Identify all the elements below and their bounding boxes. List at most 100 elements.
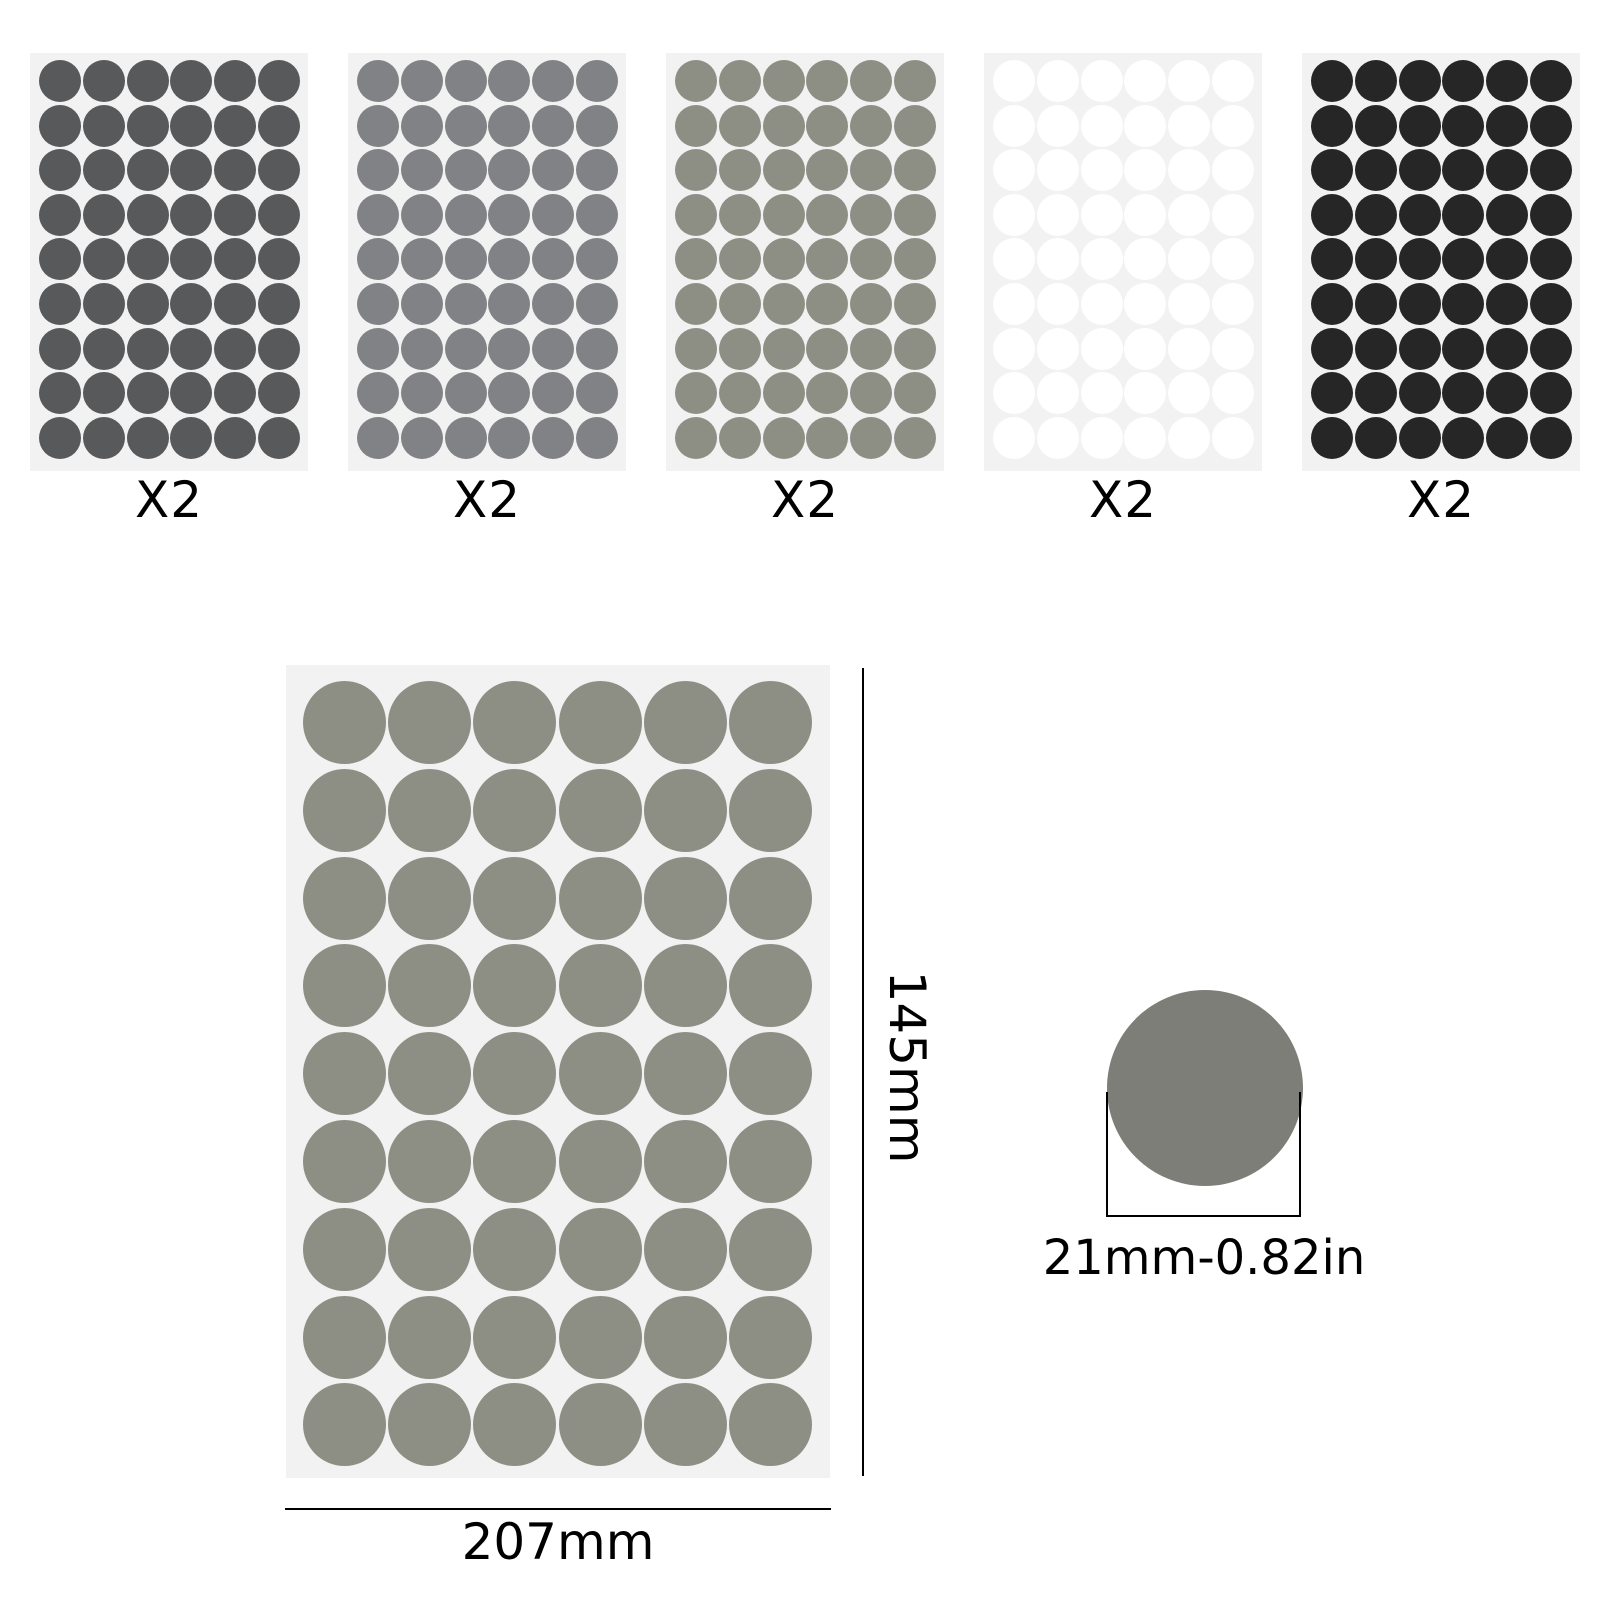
sticker-dot bbox=[894, 238, 936, 281]
sticker-dot bbox=[1530, 372, 1572, 415]
sticker-dot bbox=[1486, 104, 1529, 147]
sticker-dot bbox=[1124, 238, 1167, 281]
sticker-dot bbox=[850, 104, 893, 147]
sticker-dot bbox=[473, 1120, 557, 1203]
sticker-dot bbox=[993, 149, 1035, 192]
sticker-dot bbox=[532, 193, 575, 236]
sticker-dot bbox=[357, 149, 399, 192]
sticker-dot bbox=[643, 768, 727, 852]
sticker-dot bbox=[82, 104, 125, 147]
sticker-dot bbox=[1212, 60, 1254, 102]
sticker-dot bbox=[762, 238, 805, 281]
sticker-dot bbox=[488, 283, 531, 325]
sticker-dot bbox=[532, 104, 575, 147]
sticker-dot bbox=[762, 193, 805, 236]
sticker-dot bbox=[1442, 149, 1485, 192]
sticker-dot bbox=[1354, 193, 1397, 236]
sticker-dot bbox=[1124, 193, 1167, 236]
sticker-dot bbox=[258, 283, 300, 325]
sticker-dot bbox=[357, 372, 399, 415]
sticker-dot bbox=[488, 193, 531, 236]
sticker-dot bbox=[643, 944, 727, 1028]
sticker-dot bbox=[1442, 372, 1485, 415]
width-dimension-line bbox=[285, 1508, 831, 1510]
sticker-dot bbox=[643, 1295, 727, 1379]
sticker-dot bbox=[400, 60, 443, 102]
sticker-dot bbox=[806, 193, 849, 236]
sticker-sheet-detail bbox=[286, 665, 830, 1478]
sticker-dot bbox=[1212, 416, 1254, 459]
sticker-dot bbox=[1486, 238, 1529, 281]
sticker-dot bbox=[473, 856, 557, 940]
sticker-dot bbox=[126, 193, 169, 236]
sticker-dot bbox=[170, 327, 213, 370]
sticker-dot bbox=[82, 416, 125, 459]
sticker-dot bbox=[82, 60, 125, 102]
sticker-dot bbox=[473, 944, 557, 1028]
sticker-dot bbox=[894, 193, 936, 236]
sticker-dot bbox=[1080, 372, 1123, 415]
sticker-dot bbox=[643, 1207, 727, 1291]
sticker-dot bbox=[473, 1207, 557, 1291]
sticker-dot bbox=[993, 193, 1035, 236]
sticker-dot bbox=[558, 856, 642, 940]
sticker-dot bbox=[850, 416, 893, 459]
sticker-dot bbox=[488, 104, 531, 147]
sticker-dot bbox=[1442, 238, 1485, 281]
sticker-dot bbox=[82, 193, 125, 236]
sticker-dot bbox=[806, 283, 849, 325]
sticker-dot bbox=[39, 149, 81, 192]
sticker-dot bbox=[39, 104, 81, 147]
sticker-dot bbox=[576, 193, 618, 236]
sticker-dot bbox=[850, 372, 893, 415]
sticker-dot bbox=[39, 416, 81, 459]
sticker-dot bbox=[444, 327, 487, 370]
sticker-dot bbox=[388, 1032, 472, 1116]
sticker-dot bbox=[126, 416, 169, 459]
sticker-dot bbox=[643, 1120, 727, 1203]
sticker-dot bbox=[806, 104, 849, 147]
sticker-dot bbox=[1398, 60, 1441, 102]
sticker-dot bbox=[1212, 327, 1254, 370]
sticker-dot bbox=[1124, 104, 1167, 147]
sticker-dot bbox=[82, 327, 125, 370]
sticker-dot bbox=[1168, 104, 1211, 147]
sticker-dot bbox=[82, 372, 125, 415]
sticker-dot bbox=[729, 1207, 812, 1291]
sticker-dot bbox=[388, 681, 472, 764]
sticker-dot bbox=[1311, 104, 1353, 147]
sticker-dot bbox=[400, 149, 443, 192]
sticker-dot bbox=[303, 944, 386, 1028]
sticker-dot bbox=[1080, 149, 1123, 192]
sticker-dot bbox=[214, 283, 257, 325]
sticker-dot bbox=[558, 768, 642, 852]
quantity-label-white: X2 bbox=[1088, 471, 1158, 529]
sticker-dot bbox=[1124, 372, 1167, 415]
sticker-dot bbox=[400, 416, 443, 459]
sticker-dot bbox=[762, 283, 805, 325]
sticker-dot bbox=[1168, 372, 1211, 415]
sticker-dot bbox=[718, 149, 761, 192]
sticker-dot bbox=[993, 327, 1035, 370]
sticker-dot bbox=[488, 238, 531, 281]
sticker-dot bbox=[170, 416, 213, 459]
sticker-dot bbox=[170, 283, 213, 325]
sticker-dot bbox=[729, 1383, 812, 1467]
sticker-dot bbox=[718, 193, 761, 236]
sticker-dot bbox=[1168, 327, 1211, 370]
sticker-dot bbox=[1168, 416, 1211, 459]
sticker-dot bbox=[1036, 283, 1079, 325]
sticker-dot bbox=[170, 372, 213, 415]
sticker-dot bbox=[303, 856, 386, 940]
sticker-dot bbox=[1486, 372, 1529, 415]
sticker-dot bbox=[675, 372, 717, 415]
sticker-dot bbox=[1212, 193, 1254, 236]
sticker-dot bbox=[1486, 193, 1529, 236]
sticker-dot bbox=[1168, 193, 1211, 236]
sticker-dot bbox=[675, 149, 717, 192]
quantity-label-dark-gray: X2 bbox=[134, 471, 204, 529]
sticker-dot bbox=[388, 856, 472, 940]
sticker-dot bbox=[388, 768, 472, 852]
sticker-dot bbox=[170, 193, 213, 236]
sticker-dot bbox=[444, 372, 487, 415]
